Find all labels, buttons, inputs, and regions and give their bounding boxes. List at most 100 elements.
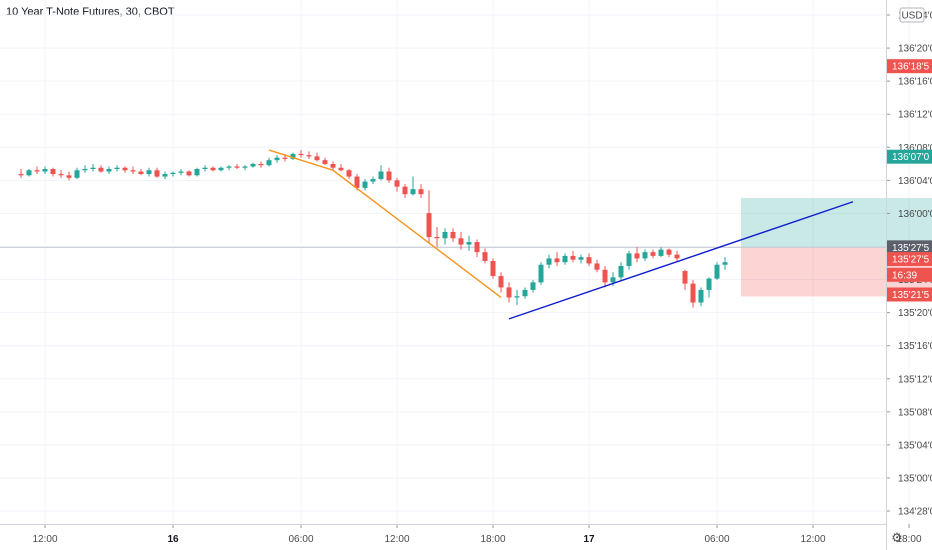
candle-body <box>450 231 456 239</box>
candle-body <box>626 253 632 266</box>
candle-body <box>458 238 464 245</box>
candle-body <box>274 157 280 161</box>
candle-body <box>154 170 160 177</box>
long-position-tool[interactable] <box>0 198 932 297</box>
candle-body <box>642 252 648 259</box>
candle-body <box>282 157 288 159</box>
candle-body <box>226 166 232 168</box>
price-tag-label: 135'27'5 <box>892 255 930 266</box>
candle-body <box>186 171 192 176</box>
candle-body <box>250 163 256 167</box>
y-tick-label: 135'16'0 <box>898 341 932 352</box>
candle-body <box>242 166 248 168</box>
candle-body <box>634 253 640 259</box>
settings-gear-icon[interactable]: ⚙ <box>891 531 903 546</box>
candle-body <box>610 277 616 283</box>
candle-body <box>578 257 584 260</box>
candle-body <box>482 252 488 261</box>
price-tag <box>887 252 932 267</box>
candle-body <box>594 263 600 270</box>
candle-body <box>514 296 520 298</box>
candle-body <box>74 170 80 178</box>
x-tick-label: 18:00 <box>896 534 921 545</box>
candle-body <box>586 257 592 264</box>
candle-body <box>362 181 368 188</box>
candle-body <box>378 171 384 180</box>
y-tick-label: 135'08'0 <box>898 407 932 418</box>
currency-badge[interactable] <box>899 7 925 23</box>
candle-body <box>202 167 208 169</box>
price-tag <box>887 287 932 302</box>
y-tick-label: 135'04'0 <box>898 440 932 451</box>
price-tag <box>887 149 932 164</box>
candle-body <box>530 282 536 290</box>
price-tag <box>887 59 932 74</box>
candle-body <box>394 180 400 187</box>
x-tick-label: 12:00 <box>800 534 825 545</box>
target-zone[interactable] <box>741 198 932 248</box>
candle-body <box>546 258 552 265</box>
price-tag-label: 136'07'0 <box>892 152 930 163</box>
candle-body <box>82 168 88 171</box>
candle-body <box>170 172 176 175</box>
x-tick-label: 17 <box>583 534 595 545</box>
candle-body <box>122 167 128 171</box>
candle-body <box>442 231 448 239</box>
candle-body <box>130 170 136 172</box>
candle-body <box>50 168 56 175</box>
candle-body <box>58 174 64 176</box>
candle-body <box>26 170 32 176</box>
candle-body <box>34 170 40 172</box>
candle-body <box>554 258 560 263</box>
candle-body <box>650 252 656 256</box>
y-tick-label: 136'04'0 <box>898 176 932 187</box>
candle-body <box>346 170 352 177</box>
candle-body <box>354 176 360 188</box>
candle-body <box>570 255 576 260</box>
candle-body <box>98 167 104 172</box>
x-tick-label: 06:00 <box>704 534 729 545</box>
candle-body <box>506 287 512 298</box>
trend-lines[interactable] <box>268 149 854 320</box>
time-axis[interactable]: 12:001606:0012:0018:001706:0012:0018:001… <box>0 524 932 545</box>
price-tag <box>887 267 932 282</box>
x-tick-label: 16 <box>167 534 179 545</box>
trend-line[interactable] <box>508 201 854 320</box>
y-tick-label: 136'00'0 <box>898 209 932 220</box>
y-tick-label: 136'20'0 <box>898 44 932 55</box>
candle-body <box>538 264 544 283</box>
candle-body <box>66 175 72 178</box>
candle-body <box>674 254 680 259</box>
candle-body <box>498 276 504 288</box>
price-tag-label: 136'18'5 <box>892 62 930 73</box>
candle-body <box>42 168 48 172</box>
candle-body <box>706 278 712 290</box>
y-tick-label: 136'16'0 <box>898 77 932 88</box>
y-tick-label: 136'08'0 <box>898 143 932 154</box>
candle-body <box>234 166 240 168</box>
candle-body <box>298 153 304 156</box>
candle-body <box>658 249 664 256</box>
price-tag-label: 135'21'5 <box>892 290 930 301</box>
candle-body <box>522 289 528 297</box>
candle-body <box>306 155 312 157</box>
candle-body <box>18 174 24 176</box>
candle-body <box>90 167 96 169</box>
candle-body <box>162 174 168 177</box>
price-tag-label: 135'27'5 <box>892 243 930 254</box>
candle-body <box>426 213 432 238</box>
candles <box>18 150 728 308</box>
candle-body <box>146 170 152 175</box>
candle-body <box>218 167 224 171</box>
trend-line[interactable] <box>268 149 502 299</box>
candle-body <box>682 271 688 284</box>
candle-body <box>178 171 184 173</box>
y-tick-label: 136'12'0 <box>898 110 932 121</box>
candle-body <box>386 171 392 181</box>
y-tick-label: 135'00'0 <box>898 473 932 484</box>
candle-body <box>106 168 112 172</box>
candle-body <box>434 237 440 239</box>
grid <box>0 0 910 524</box>
